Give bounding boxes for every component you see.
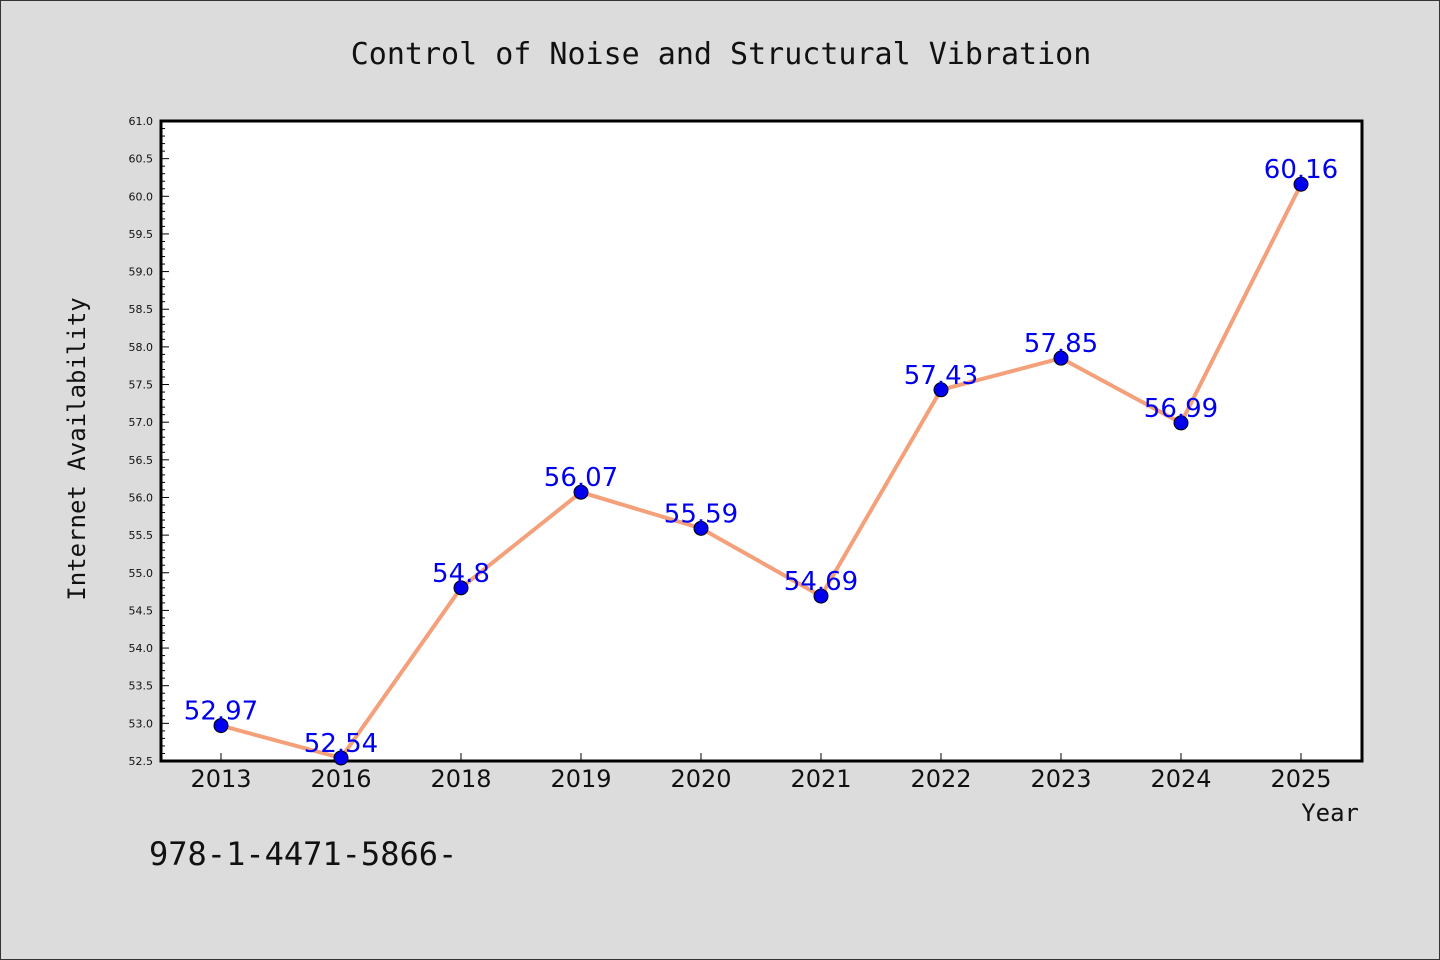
y-tick-label: 54.5 <box>129 604 154 617</box>
data-point <box>933 382 949 398</box>
y-tick-label: 52.5 <box>129 755 154 768</box>
y-tick-label: 53.0 <box>129 717 154 730</box>
y-tick-label: 55.0 <box>129 567 154 580</box>
data-label: 57.85 <box>1024 329 1098 359</box>
data-label: 52.97 <box>184 697 258 727</box>
data-label: 54.69 <box>784 567 858 597</box>
x-tick-label: 2023 <box>1030 765 1091 793</box>
x-axis-ticks: 2013 2016 2018 2019 2020 2021 2022 2023 2024 2025 <box>190 753 1332 793</box>
y-tick-label: 55.5 <box>129 529 154 542</box>
data-point <box>213 718 229 734</box>
data-point <box>453 580 469 596</box>
y-tick-label: 58.0 <box>129 341 154 354</box>
y-tick-label: 59.5 <box>129 228 154 241</box>
y-tick-label: 56.0 <box>129 491 154 504</box>
series-line <box>220 183 1303 760</box>
y-tick-label: 59.0 <box>129 266 154 279</box>
data-label: 55.59 <box>664 499 738 529</box>
y-tick-label: 57.5 <box>129 379 154 392</box>
y-tick-label: 60.0 <box>129 190 154 203</box>
data-label: 52.54 <box>304 729 378 759</box>
x-tick-label: 2020 <box>670 765 731 793</box>
data-label: 54.8 <box>432 559 490 589</box>
x-tick-label: 2018 <box>430 765 491 793</box>
data-label: 56.99 <box>1144 394 1218 424</box>
footer-isbn-text: 978-1-4471-5866- <box>149 835 457 873</box>
data-point <box>693 520 709 536</box>
x-tick-label: 2016 <box>310 765 371 793</box>
data-point <box>1173 415 1189 431</box>
y-tick-label: 58.5 <box>129 303 154 316</box>
data-label: 56.07 <box>544 463 618 493</box>
chart-title: Control of Noise and Structural Vibratio… <box>351 37 1092 72</box>
data-points <box>213 176 1309 766</box>
x-axis-label: Year <box>1301 799 1359 827</box>
x-tick-label: 2021 <box>790 765 851 793</box>
data-point <box>573 484 589 500</box>
x-tick-label: 2013 <box>190 765 251 793</box>
data-point <box>1053 350 1069 366</box>
y-tick-label: 56.5 <box>129 454 154 467</box>
y-tick-label: 61.0 <box>129 115 154 128</box>
y-tick-label: 53.5 <box>129 680 154 693</box>
data-labels: 52.97 52.54 54.8 56.07 55.59 54.69 57.43 57.85 5… <box>184 155 1338 759</box>
data-point <box>333 750 349 766</box>
x-tick-label: 2019 <box>550 765 611 793</box>
data-point <box>1293 176 1309 192</box>
y-axis-label: Internet Availability <box>63 297 91 600</box>
y-axis-ticks: 52.5 53.0 53.5 54.0 54.5 55.0 55.5 56.0 56.5 57.0… <box>129 115 169 768</box>
x-tick-label: 2022 <box>910 765 971 793</box>
data-point <box>813 588 829 604</box>
data-label: 57.43 <box>904 361 978 391</box>
y-tick-label: 57.0 <box>129 416 154 429</box>
x-tick-label: 2024 <box>1150 765 1211 793</box>
x-tick-label: 2025 <box>1270 765 1331 793</box>
data-label: 60.16 <box>1264 155 1338 185</box>
plot-area <box>159 119 1364 763</box>
y-tick-label: 54.0 <box>129 642 154 655</box>
series-line-group <box>220 183 1303 760</box>
y-tick-label: 60.5 <box>129 153 154 166</box>
